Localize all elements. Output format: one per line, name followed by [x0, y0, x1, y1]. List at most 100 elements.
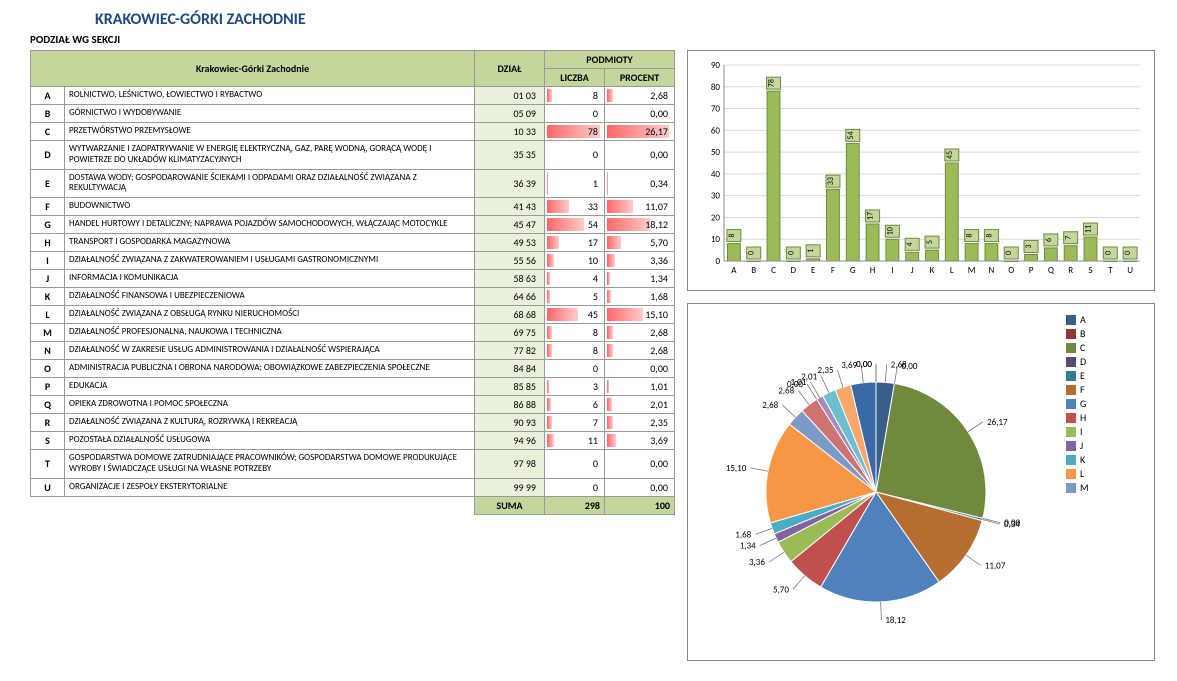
row-dzial: 90 93 — [475, 414, 545, 432]
legend-item: A — [1066, 313, 1089, 326]
row-procent: 5,70 — [605, 234, 675, 252]
svg-text:20: 20 — [711, 212, 721, 223]
svg-text:4: 4 — [905, 242, 915, 246]
row-liczba: 33 — [545, 198, 605, 216]
svg-text:7: 7 — [1064, 236, 1074, 240]
row-desc: ORGANIZACJE I ZESPOŁY EKSTERYTORIALNE — [65, 478, 475, 496]
svg-text:L: L — [950, 265, 954, 276]
legend-label: B — [1080, 327, 1085, 340]
row-letter: N — [31, 342, 65, 360]
row-letter: A — [31, 87, 65, 105]
table-row: S POZOSTAŁA DZIAŁALNOŚĆ USŁUGOWA 94 96 1… — [31, 432, 675, 450]
row-dzial: 49 53 — [475, 234, 545, 252]
row-desc: DZIAŁALNOŚĆ ZWIĄZANA Z KULTURĄ, ROZRYWKĄ… — [65, 414, 475, 432]
row-dzial: 05 09 — [475, 105, 545, 123]
row-letter: J — [31, 270, 65, 288]
legend-label: F — [1080, 383, 1085, 396]
row-liczba: 45 — [545, 306, 605, 324]
legend-item: D — [1066, 355, 1089, 368]
row-desc: DOSTAWA WODY; GOSPODAROWANIE ŚCIEKAMI I … — [65, 169, 475, 198]
page-title: KRAKOWIEC-GÓRKI ZACHODNIE — [95, 10, 1147, 29]
table-row: U ORGANIZACJE I ZESPOŁY EKSTERYTORIALNE … — [31, 478, 675, 496]
svg-text:1,34: 1,34 — [740, 541, 756, 552]
svg-text:5,70: 5,70 — [773, 584, 789, 595]
table-row: C PRZETWÓRSTWO PRZEMYSŁOWE 10 33 78 26,1… — [31, 123, 675, 141]
legend-swatch — [1066, 427, 1076, 437]
svg-text:C: C — [771, 265, 776, 276]
table-row: R DZIAŁALNOŚĆ ZWIĄZANA Z KULTURĄ, ROZRYW… — [31, 414, 675, 432]
svg-text:26,17: 26,17 — [987, 417, 1008, 428]
svg-text:I: I — [891, 265, 893, 276]
svg-text:N: N — [989, 265, 995, 276]
row-procent: 0,00 — [605, 450, 675, 479]
row-desc: POZOSTAŁA DZIAŁALNOŚĆ USŁUGOWA — [65, 432, 475, 450]
legend-label: A — [1080, 313, 1086, 326]
row-dzial: 35 35 — [475, 141, 545, 170]
svg-text:G: G — [850, 265, 856, 276]
row-dzial: 64 66 — [475, 288, 545, 306]
svg-text:O: O — [1008, 265, 1014, 276]
legend-swatch — [1066, 455, 1076, 465]
legend-label: L — [1080, 467, 1084, 480]
svg-text:33: 33 — [826, 177, 836, 185]
table-row: Q OPIEKA ZDROWOTNA I POMOC SPOŁECZNA 86 … — [31, 396, 675, 414]
svg-text:0: 0 — [1123, 251, 1133, 255]
table-row: A ROLNICTWO, LEŚNICTWO, ŁOWIECTWO I RYBA… — [31, 87, 675, 105]
row-liczba: 78 — [545, 123, 605, 141]
legend-swatch — [1066, 315, 1076, 325]
row-procent: 0,00 — [605, 105, 675, 123]
row-letter: I — [31, 252, 65, 270]
row-dzial: 01 03 — [475, 87, 545, 105]
row-letter: T — [31, 450, 65, 479]
sum-procent: 100 — [605, 496, 675, 514]
svg-text:8: 8 — [727, 234, 737, 238]
legend-label: G — [1080, 397, 1086, 410]
svg-text:H: H — [870, 265, 876, 276]
row-letter: S — [31, 432, 65, 450]
legend-swatch — [1066, 413, 1076, 423]
legend-item: J — [1066, 439, 1089, 452]
svg-text:3: 3 — [1024, 244, 1034, 248]
svg-text:30: 30 — [711, 191, 721, 202]
legend-swatch — [1066, 441, 1076, 451]
col-liczba: LICZBA — [545, 69, 605, 87]
row-procent: 26,17 — [605, 123, 675, 141]
row-liczba: 7 — [545, 414, 605, 432]
row-liczba: 0 — [545, 450, 605, 479]
legend-swatch — [1066, 385, 1076, 395]
svg-text:2,35: 2,35 — [818, 365, 834, 376]
row-letter: L — [31, 306, 65, 324]
legend-item: E — [1066, 369, 1089, 382]
svg-text:3,36: 3,36 — [749, 557, 765, 568]
svg-text:10: 10 — [711, 234, 721, 245]
svg-text:17: 17 — [866, 212, 876, 220]
data-table: Krakowiec-Górki Zachodnie DZIAŁ PODMIOTY… — [30, 50, 675, 515]
row-letter: B — [31, 105, 65, 123]
row-liczba: 5 — [545, 288, 605, 306]
sum-row: SUMA 298 100 — [31, 496, 675, 514]
legend-swatch — [1066, 357, 1076, 367]
row-dzial: 85 85 — [475, 378, 545, 396]
svg-text:U: U — [1127, 265, 1133, 276]
legend-swatch — [1066, 329, 1076, 339]
row-liczba: 8 — [545, 87, 605, 105]
row-liczba: 1 — [545, 169, 605, 198]
row-letter: P — [31, 378, 65, 396]
row-desc: INFORMACJA I KOMUNIKACJA — [65, 270, 475, 288]
svg-text:0,00: 0,00 — [901, 361, 917, 372]
row-dzial: 99 99 — [475, 478, 545, 496]
legend-label: K — [1080, 453, 1085, 466]
row-dzial: 10 33 — [475, 123, 545, 141]
svg-text:2,68: 2,68 — [762, 400, 778, 411]
svg-text:E: E — [811, 265, 816, 276]
legend-label: C — [1080, 341, 1085, 354]
row-dzial: 69 75 — [475, 324, 545, 342]
svg-text:18,12: 18,12 — [885, 615, 906, 626]
row-liczba: 8 — [545, 324, 605, 342]
svg-text:60: 60 — [711, 125, 721, 136]
row-desc: OPIEKA ZDROWOTNA I POMOC SPOŁECZNA — [65, 396, 475, 414]
row-dzial: 45 47 — [475, 216, 545, 234]
svg-text:2,01: 2,01 — [801, 371, 817, 382]
svg-text:0: 0 — [1004, 251, 1014, 255]
row-desc: GOSPODARSTWA DOMOWE ZATRUDNIAJĄCE PRACOW… — [65, 450, 475, 479]
